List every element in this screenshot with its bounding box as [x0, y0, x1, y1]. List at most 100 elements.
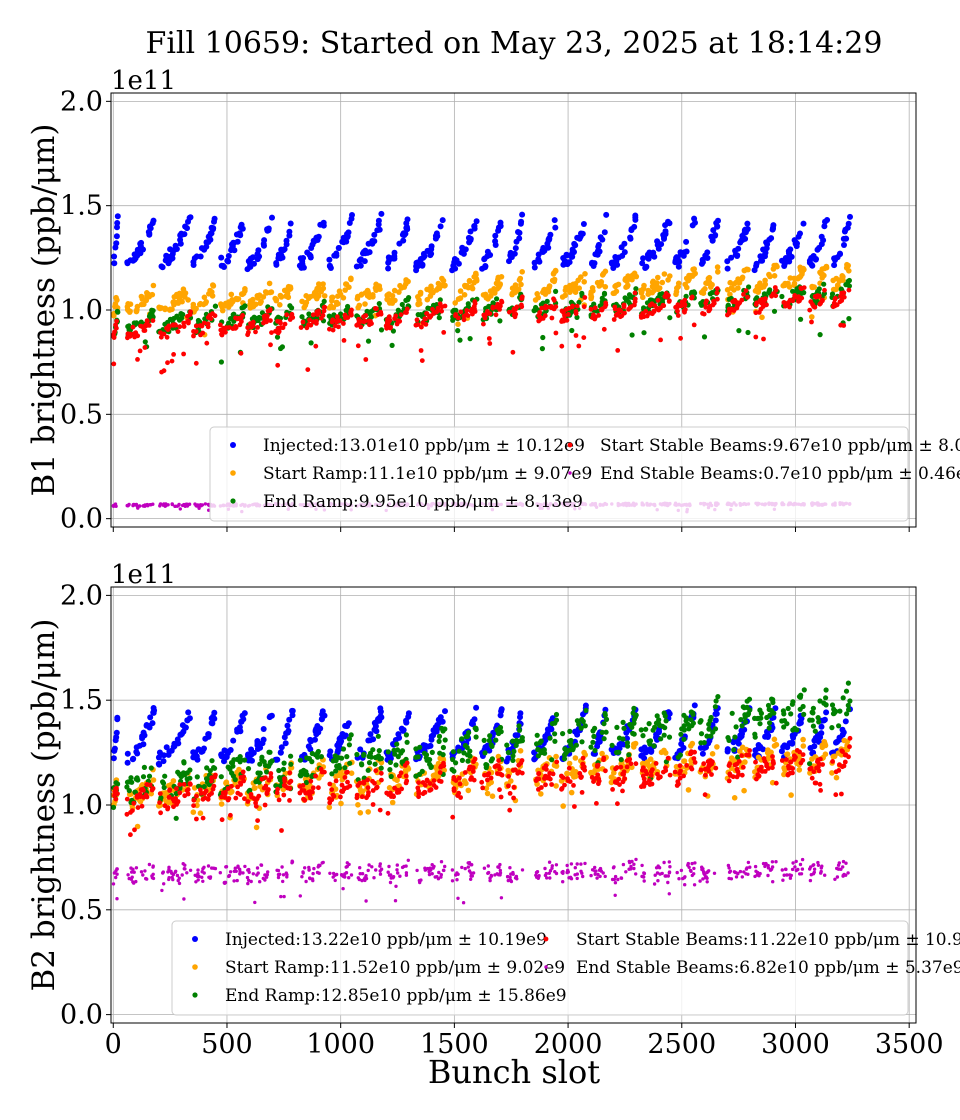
data-point — [174, 869, 178, 873]
y-tick-label: 1.5 — [60, 191, 103, 222]
data-point — [713, 220, 720, 226]
data-point — [552, 738, 558, 744]
data-point — [266, 763, 272, 769]
data-point — [840, 695, 846, 701]
data-point — [452, 300, 459, 306]
data-point — [327, 326, 332, 332]
data-point — [396, 240, 403, 247]
data-point — [114, 875, 118, 880]
data-point — [735, 285, 741, 291]
data-point — [622, 776, 628, 781]
data-point — [401, 284, 408, 290]
data-point — [113, 294, 119, 301]
data-point — [389, 342, 395, 348]
data-point — [771, 736, 778, 743]
data-point — [823, 687, 829, 693]
data-point — [432, 772, 438, 778]
data-point — [261, 876, 265, 881]
data-point — [544, 298, 550, 304]
data-point — [629, 724, 635, 730]
data-point — [233, 866, 237, 870]
data-point — [442, 737, 448, 743]
data-point — [755, 754, 762, 761]
data-point — [459, 757, 465, 764]
data-point — [631, 731, 637, 737]
data-point — [771, 743, 778, 749]
data-point — [512, 732, 519, 739]
data-point — [187, 312, 193, 317]
data-point — [422, 742, 429, 749]
data-point — [638, 727, 644, 733]
data-point — [209, 758, 215, 764]
data-point — [823, 709, 830, 716]
data-point — [830, 759, 835, 764]
data-point — [573, 285, 580, 291]
data-point — [838, 286, 844, 292]
data-point — [370, 778, 375, 784]
data-point — [784, 721, 790, 727]
data-point — [647, 782, 653, 787]
data-point — [129, 756, 136, 763]
data-point — [338, 800, 344, 807]
data-point — [809, 775, 815, 781]
data-point — [510, 753, 516, 759]
data-point — [620, 788, 625, 794]
data-point — [816, 764, 821, 770]
data-point — [599, 750, 605, 757]
data-point — [663, 718, 669, 724]
data-point — [329, 787, 335, 792]
data-point — [124, 759, 131, 766]
data-point — [333, 778, 339, 784]
data-point — [397, 318, 403, 324]
data-point — [817, 698, 823, 704]
data-point — [772, 285, 778, 290]
data-point — [516, 229, 523, 236]
data-point — [277, 749, 284, 756]
data-point — [275, 314, 281, 320]
data-point — [345, 779, 350, 785]
data-point — [640, 311, 646, 316]
data-point — [457, 288, 464, 294]
data-point — [519, 302, 524, 308]
data-point — [820, 237, 827, 244]
data-point — [579, 790, 585, 795]
data-point — [182, 294, 188, 300]
data-point — [608, 746, 615, 753]
data-point — [113, 503, 117, 507]
data-point — [236, 315, 242, 321]
data-point — [210, 282, 216, 288]
data-point — [269, 214, 275, 221]
data-point — [810, 749, 817, 756]
data-point — [393, 762, 399, 768]
data-point — [608, 259, 615, 266]
data-point — [760, 252, 767, 259]
data-point — [134, 303, 141, 310]
data-point — [613, 766, 618, 772]
data-point — [279, 828, 284, 833]
data-point — [590, 728, 596, 734]
data-point — [364, 795, 369, 801]
data-point — [631, 705, 637, 712]
data-point — [517, 714, 523, 721]
data-point — [707, 306, 713, 312]
data-point — [139, 782, 146, 788]
data-point — [698, 731, 705, 737]
data-point — [473, 277, 480, 283]
data-point — [255, 317, 261, 324]
data-point — [581, 749, 587, 756]
data-point — [378, 210, 385, 217]
data-point — [678, 741, 685, 747]
data-point — [493, 737, 499, 743]
data-point — [662, 230, 669, 237]
data-point — [709, 751, 716, 757]
data-point — [781, 300, 787, 305]
data-point — [310, 785, 316, 791]
data-point — [847, 213, 853, 220]
data-point — [267, 307, 273, 312]
data-point — [742, 719, 749, 725]
data-point — [764, 734, 771, 740]
data-point — [567, 728, 573, 735]
data-point — [742, 759, 748, 765]
data-point — [133, 308, 140, 315]
data-point — [486, 747, 493, 754]
